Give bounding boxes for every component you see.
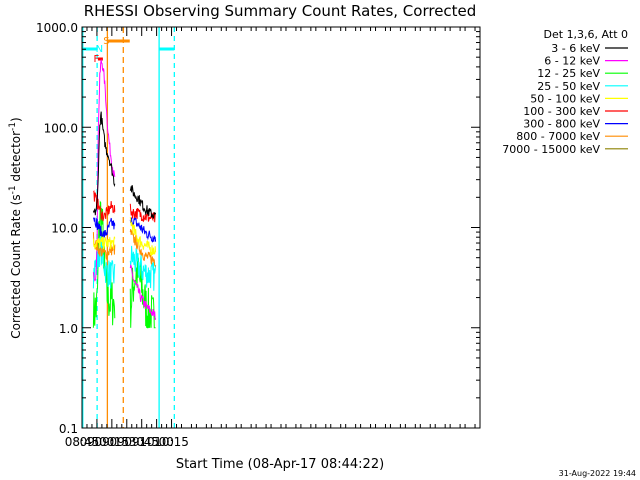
y-tick-label: 1000.0: [36, 21, 78, 35]
legend-label-7: 800 - 7000 keV: [516, 130, 600, 143]
y-axis-label-end: ): [9, 117, 23, 122]
y-axis-label-sup1: -1: [8, 185, 18, 194]
x-tick-label: 09:00: [80, 435, 115, 449]
legend-label-5: 100 - 300 keV: [523, 105, 600, 118]
y-axis-label: Corrected Count Rate (s-1 detector-1): [8, 117, 23, 338]
y-tick-label: 0.1: [59, 422, 78, 436]
series-25-50-kev-seg2: [129, 245, 157, 291]
legend-label-6: 300 - 800 keV: [523, 118, 600, 131]
legend-label-4: 50 - 100 keV: [530, 92, 600, 105]
x-tick-label: 10:00: [139, 435, 174, 449]
x-tick-label: 08:45: [65, 435, 100, 449]
flag-label-f: F: [94, 54, 100, 65]
legend-label-8: 7000 - 15000 keV: [502, 143, 600, 156]
series-12-25-kev-seg2: [129, 253, 156, 329]
flag-label-s: S: [103, 36, 109, 47]
series-lines: [92, 59, 157, 329]
y-axis-label-main: Corrected Count Rate (s: [9, 194, 23, 338]
series-100-300-kev-seg1: [93, 190, 116, 222]
y-axis-label-rest: detector: [9, 131, 23, 186]
x-tick-label: 09:45: [124, 435, 159, 449]
series-3-6-kev-seg1: [92, 111, 116, 216]
x-axis-label: Start Time (08-Apr-17 08:44:22): [176, 457, 384, 472]
x-tick-label: 09:15: [95, 435, 130, 449]
series-6-12-kev-seg2: [129, 264, 157, 321]
series-25-50-kev-seg1: [92, 236, 116, 289]
x-tick-label: 09:30: [109, 435, 144, 449]
flag-label-n: N: [96, 44, 103, 55]
series-3-6-kev-seg2: [129, 184, 157, 219]
series-800-7000-kev-seg2: [129, 229, 156, 267]
legend-label-3: 25 - 50 keV: [537, 80, 600, 93]
axes: 1000.0 100.0 10.0 1.0 0.108:4509:0009:1509:3…: [36, 21, 481, 449]
legend-label-2: 12 - 25 keV: [537, 67, 600, 80]
series-300-800-kev-seg1: [92, 217, 116, 242]
legend-label-1: 6 - 12 keV: [544, 55, 600, 68]
timestamp: 31-Aug-2022 19:44: [559, 469, 636, 478]
y-tick-label: 10.0: [51, 222, 78, 236]
series-50-100-kev-seg2: [129, 217, 157, 256]
y-tick-label: 100.0: [44, 121, 78, 135]
x-tick-label: 10:15: [154, 435, 189, 449]
legend-header: Det 1,3,6, Att 0: [544, 28, 628, 41]
series-50-100-kev-seg1: [92, 236, 116, 250]
legend-label-0: 3 - 6 keV: [551, 42, 600, 55]
chart-title: RHESSI Observing Summary Count Rates, Co…: [84, 2, 477, 20]
y-tick-label: 1.0: [59, 322, 78, 336]
series-300-800-kev-seg2: [129, 217, 157, 243]
y-axis-label-sup2: -1: [8, 122, 18, 131]
